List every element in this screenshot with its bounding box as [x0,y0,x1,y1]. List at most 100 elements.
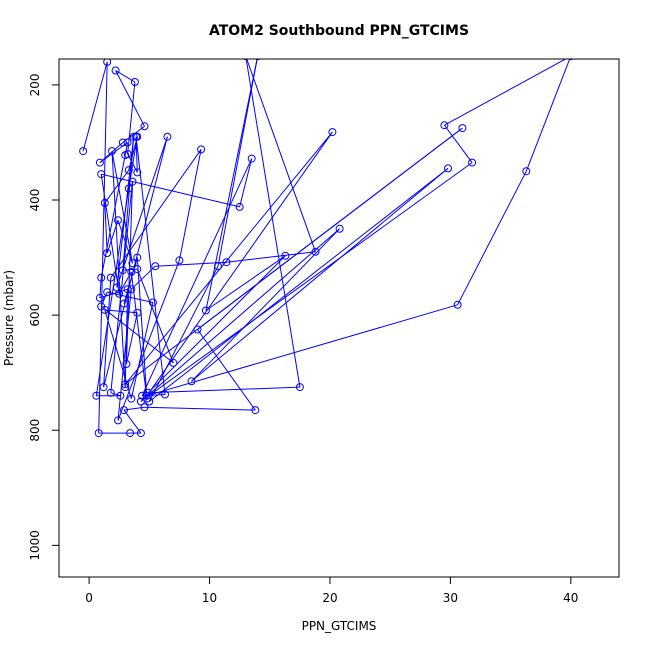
y-tick-label: 400 [28,189,42,212]
series-segment [205,255,286,311]
data-point [151,262,160,271]
series-segment [115,70,145,127]
data-point [92,391,101,400]
chart-title: ATOM2 Southbound PPN_GTCIMS [209,23,469,39]
data-point [127,285,136,294]
data-point [281,251,290,260]
series-segment [443,124,473,163]
series-segment [140,228,340,402]
data-point [118,266,127,275]
data-point [335,224,344,233]
series-segment [124,127,463,385]
series-segment [100,174,120,294]
data-point [163,132,172,141]
data-point [295,383,304,392]
data-point [235,202,244,211]
series-segment [117,220,133,264]
y-tick-label: 1000 [28,530,42,561]
y-tick-label: 800 [28,419,42,442]
series-segment [101,173,240,208]
data-point [94,429,103,438]
data-point [242,59,249,61]
series-segment [118,271,132,295]
data-point [133,253,142,262]
data-point [148,298,157,307]
data-point [95,293,104,302]
series-segment [100,155,126,278]
series-segment [116,136,168,288]
y-axis-label: Pressure (mbar) [2,270,16,366]
series-segment [457,170,527,306]
series-segment [136,268,174,364]
y-axis: 200 400 600 800 1000 [28,73,60,561]
x-tick-label: 40 [563,591,578,605]
x-tick-label: 20 [322,591,337,605]
data-point [140,403,149,412]
series-segment [226,251,316,263]
data-point [568,59,574,61]
data-point [247,154,256,163]
series-segment [111,151,126,388]
series-segment [123,409,142,434]
series-segment [148,168,449,402]
data-point [100,198,109,207]
data-point [254,59,261,61]
series-segment [110,149,202,278]
series-segment [140,162,473,402]
series-segment [197,329,256,411]
data-point [124,166,133,175]
data-point [123,150,132,158]
series-segment [191,228,340,382]
data-point [103,249,112,257]
data-point [128,259,137,268]
series-segment [117,260,180,421]
series-segment [146,131,333,396]
data-point [140,122,149,131]
data-point [99,383,108,392]
data-point [114,216,122,225]
y-tick-label: 200 [28,73,42,96]
data-point [106,273,115,282]
data-point [175,256,184,265]
data-point [128,177,137,186]
data-point [133,308,142,317]
series-segment [146,304,458,397]
series-segment [155,261,227,267]
data-point [97,170,106,179]
series-segment [107,291,154,303]
series-segment [127,81,136,155]
series-segment [141,158,253,396]
series-segment [117,289,132,421]
series-segment [144,406,256,411]
x-tick-label: 10 [202,591,217,605]
data-point [132,132,141,141]
series-segment [82,61,108,152]
series-segment [124,131,333,385]
data-point [100,305,109,314]
data-point [120,406,128,415]
series-segment [103,277,112,388]
data-point [123,138,132,147]
series-segment [128,136,138,189]
series-segment [99,142,124,163]
data-point [120,299,128,308]
data-point [440,121,449,130]
x-tick-label: 0 [85,591,93,605]
data-point [458,124,467,133]
series-segment [444,59,567,126]
series-segment [110,181,133,393]
data-point [122,360,131,368]
series-segment [130,271,148,399]
data-point [311,247,320,256]
data-layer [79,59,574,438]
data-point [116,391,125,400]
series-segment [100,291,108,307]
data-point [127,268,136,276]
data-point [121,383,130,392]
series-segment [111,151,133,264]
series-segment [178,149,202,261]
data-point [136,429,145,438]
series-segment [525,59,571,172]
series-segment [136,257,148,399]
series-segment [99,288,128,299]
